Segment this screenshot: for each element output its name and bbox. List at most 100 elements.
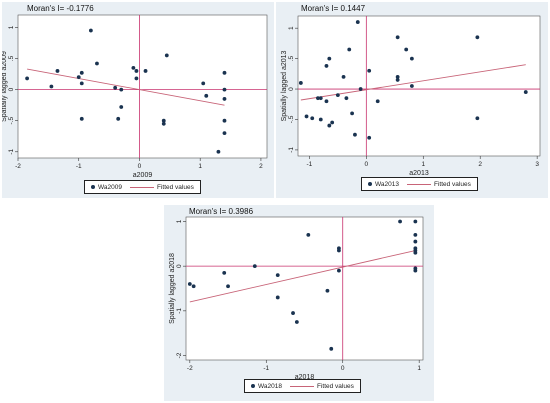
- data-point: [395, 35, 400, 40]
- data-point: [79, 116, 84, 121]
- plot-area: [17, 14, 268, 159]
- legend: Wa2018 Fitted values: [244, 379, 361, 393]
- data-point: [475, 116, 480, 121]
- data-point: [347, 47, 352, 52]
- x-axis-label: a2013: [409, 170, 429, 177]
- data-point: [375, 99, 380, 104]
- data-point: [358, 87, 363, 91]
- y-tick-label: -1: [8, 149, 15, 155]
- y-tick-label: .5: [8, 55, 15, 61]
- legend-line-label: Fitted values: [316, 382, 354, 390]
- data-point: [76, 75, 81, 80]
- data-point: [341, 74, 346, 79]
- data-point: [337, 268, 341, 273]
- data-point: [395, 74, 400, 79]
- legend-line-label: Fitted values: [433, 180, 471, 188]
- data-point: [325, 288, 330, 293]
- data-point: [161, 118, 166, 123]
- data-point: [222, 97, 227, 101]
- x-tick-label: 1: [198, 163, 202, 170]
- data-point: [304, 114, 309, 119]
- legend-line-marker: [406, 183, 431, 185]
- data-point: [88, 28, 93, 33]
- plot-area: [185, 216, 424, 361]
- y-tick-label: 1: [8, 25, 15, 29]
- y-tick-label: -1: [288, 147, 295, 153]
- y-tick-label: 1: [176, 219, 183, 223]
- data-point: [353, 132, 357, 137]
- data-point: [222, 70, 227, 75]
- data-point: [413, 250, 418, 255]
- data-point: [79, 70, 84, 75]
- x-axis-label: a2009: [133, 172, 153, 179]
- data-point: [226, 284, 230, 289]
- legend: Wa2013 Fitted values: [361, 177, 478, 191]
- data-point: [310, 116, 315, 121]
- x-tick-label: -2: [187, 365, 193, 372]
- data-point: [350, 111, 354, 116]
- x-tick-label: -1: [76, 163, 82, 170]
- data-point: [318, 117, 323, 122]
- scatter-panel-2018: Moran's I= 0.3986 -2 -1 0 1 -2 -1 0 1 a2018 Spati…: [164, 205, 434, 401]
- data-point: [475, 35, 480, 40]
- x-tick-label: 1: [421, 161, 425, 168]
- data-point: [327, 56, 332, 61]
- data-point: [413, 219, 418, 224]
- data-point: [204, 93, 209, 98]
- legend-points-label: Wa2009: [98, 183, 122, 191]
- moran-title: Moran's I= 0.3986: [189, 207, 254, 216]
- data-point: [367, 135, 372, 140]
- data-point: [395, 78, 400, 82]
- data-point: [216, 149, 221, 154]
- fitted-values-line: [27, 68, 225, 106]
- data-point: [143, 69, 148, 73]
- scatter-chart-2009: -2 -1 0 1 2 -1 -.5 0 .5 1 a2009 Spatially lagged a2…: [2, 14, 268, 179]
- y-axis-label: Spatially lagged a2018: [169, 253, 176, 324]
- data-point: [191, 284, 196, 289]
- data-point: [327, 123, 332, 128]
- y-tick-label: -.5: [288, 115, 295, 123]
- data-point: [409, 84, 414, 88]
- x-tick-label: 0: [341, 365, 345, 372]
- data-point: [222, 118, 227, 123]
- data-point: [134, 69, 139, 73]
- x-axis-label: a2018: [295, 374, 315, 381]
- scatter-panel-2013: Moran's I= 0.1447 -1 0 1 2 3 -1 -.5 0 .5 1 a2013 Sp…: [276, 2, 548, 198]
- data-point: [413, 232, 418, 237]
- legend-line-marker: [289, 385, 314, 387]
- data-point: [187, 282, 192, 286]
- x-tick-label: 2: [478, 161, 482, 168]
- legend-point-marker: [91, 185, 95, 189]
- data-point: [49, 84, 54, 89]
- scatter-chart-2013: -1 0 1 2 3 -1 -.5 0 .5 1 a2013 Spatially lagged a20…: [281, 15, 541, 177]
- data-point: [329, 346, 334, 351]
- data-point: [113, 85, 118, 90]
- legend-line-label: Fitted values: [156, 183, 194, 191]
- legend-point-marker: [251, 384, 255, 388]
- data-point: [294, 320, 299, 324]
- data-point: [25, 76, 30, 81]
- data-point: [252, 264, 257, 269]
- data-point: [164, 53, 169, 58]
- data-point: [306, 232, 311, 237]
- x-tick-label: 3: [535, 161, 539, 168]
- scatter-panel-2009: Moran's I= -0.1776 -2 -1 0 1 2 -1 -.5 0 .5 1 a2009…: [2, 2, 274, 198]
- data-point: [355, 20, 360, 24]
- data-point: [79, 81, 84, 86]
- data-point: [367, 68, 372, 73]
- data-point: [201, 81, 206, 86]
- data-point: [316, 96, 320, 101]
- data-point: [161, 121, 166, 126]
- data-point: [344, 96, 349, 101]
- fitted-values-line: [189, 250, 416, 303]
- x-tick-label: -1: [263, 365, 269, 372]
- legend-points-label: Wa2013: [375, 180, 399, 188]
- plot-area: [297, 15, 541, 157]
- data-point: [413, 239, 418, 244]
- y-axis-label: Spatially lagged a2009: [2, 51, 8, 122]
- data-point: [116, 116, 121, 121]
- y-tick-label: 0: [176, 264, 183, 268]
- data-point: [222, 131, 227, 136]
- data-point: [409, 56, 414, 61]
- data-point: [134, 76, 139, 81]
